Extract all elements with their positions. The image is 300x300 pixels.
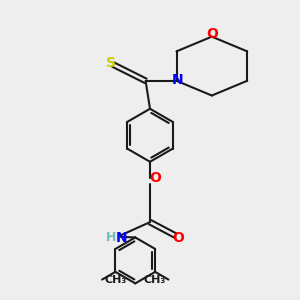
Text: N: N bbox=[171, 73, 183, 87]
Text: CH₃: CH₃ bbox=[104, 275, 127, 285]
Text: S: S bbox=[106, 56, 116, 70]
Text: O: O bbox=[206, 27, 218, 41]
Text: CH₃: CH₃ bbox=[144, 275, 166, 285]
Text: N: N bbox=[116, 231, 128, 245]
Text: O: O bbox=[149, 171, 161, 185]
Text: H: H bbox=[106, 231, 116, 244]
Text: O: O bbox=[172, 231, 184, 245]
